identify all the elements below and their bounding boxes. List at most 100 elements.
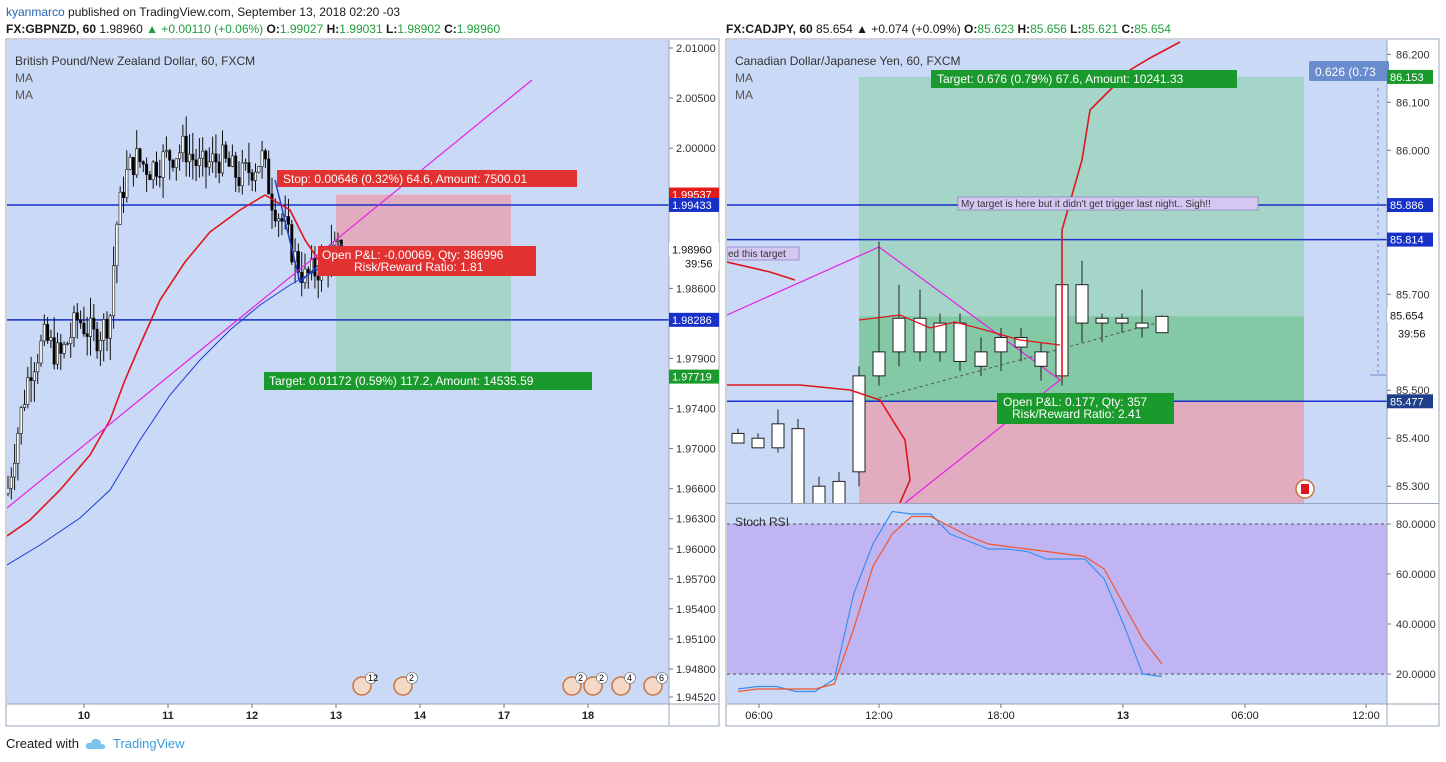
candle-down [59,342,63,354]
publish-info: published on TradingView.com, September … [68,5,401,19]
time-tick-label: 10 [78,710,90,722]
candle-up [36,362,40,373]
candle-up [7,487,10,494]
left-last-price: 1.98960 [99,22,143,36]
author-link[interactable]: kyanmarco [6,5,65,19]
candle-up [244,162,248,164]
candle-up [118,191,122,225]
candle-up [240,162,244,187]
target-label: Target: 0.01172 (0.59%) 117.2, Amount: 1… [269,374,534,388]
time-tick-label: 18 [582,710,594,722]
candle-down [168,150,172,161]
right-l-label: L: [1070,22,1082,36]
left-plot: Stop: 0.00646 (0.32%) 64.6, Amount: 7500… [7,79,669,696]
candle-down [52,337,56,365]
price-tick-label: 1.95700 [676,574,716,586]
candle-up [257,166,261,173]
candle-up [115,223,119,267]
open-pl-label-bg [997,393,1174,424]
right-last-price: 85.654 [816,22,853,36]
left-high: 1.99031 [339,22,383,36]
candle-down [148,174,152,181]
stoch-axis[interactable]: 80.0000 60.0000 40.0000 20.0000 [1387,519,1436,681]
right-symbol-line: FX:CADJPY, 60 85.654 ▲ +0.074 (+0.09%) O… [726,22,1171,36]
left-close: 1.98960 [456,22,501,36]
right-price-axis[interactable]: 0.626 (0.73 86.200 86.100 86.000 85.700 85.50… [1309,49,1433,493]
candle-down [273,209,277,222]
magenta-pattern-line [727,246,1061,503]
candle-up [32,371,36,382]
candle-up [19,407,23,434]
right-high: 85.656 [1030,22,1067,36]
countdown-tag: 39:56 [1398,328,1426,340]
candle-down [145,163,149,175]
flag-mark [1301,484,1309,494]
entry-price-tag-bg [1387,394,1433,409]
price-tick-label: 1.96600 [676,484,716,496]
left-note: ed this target [728,249,786,260]
left-o-label: O: [266,22,280,36]
time-tick-label: 12:00 [1352,710,1380,722]
created-with: Created with [6,736,79,751]
event-count-badge [656,672,668,684]
target-price-tag-bg [669,369,719,384]
price-tick-label: 85.700 [1396,289,1430,301]
footer: Created with TradingView [6,736,185,751]
candle-up [108,315,112,339]
candle-up [22,404,26,408]
time-tick-label: 06:00 [745,710,773,722]
candle-up [16,433,20,464]
event-count-badge [575,672,587,684]
candle-down [214,153,218,163]
candle-up [98,340,102,352]
candle-up [9,476,13,489]
candle-up [771,423,785,449]
left-time-axis[interactable]: 10 11 12 13 14 17 18 [78,704,594,722]
candle-up [336,239,340,242]
stoch-tick-label: 80.0000 [1396,519,1436,531]
left-symbol-line: FX:GBPNZD, 60 1.98960 ▲ +0.00110 (+0.06%… [6,22,500,36]
candle-up [277,218,281,222]
price-tick-label: 86.100 [1396,97,1430,109]
price-tick-label: 2.00000 [676,143,716,155]
price-tick-label: 1.97900 [676,353,716,365]
candle-down [234,155,238,178]
level-price-tag: 1.98286 [672,315,712,327]
right-close: 85.654 [1134,22,1171,36]
price-tick-label: 1.95100 [676,634,716,646]
countdown-tag-bg [1395,326,1433,341]
time-tick-label: 06:00 [1231,710,1259,722]
right-h-label: H: [1017,22,1031,36]
time-tick-label: 11 [162,710,174,722]
time-tick-label: 13 [1117,710,1129,722]
target-price-tag: 86.153 [1390,72,1424,84]
countdown-tag: 39:56 [685,258,713,270]
rr-label: Risk/Reward Ratio: 1.81 [354,260,484,274]
left-l-label: L: [386,22,398,36]
stoch-k-line [737,510,1163,693]
note-label-bg [957,196,1259,211]
candle-up [197,157,201,166]
candle-down [85,333,89,337]
tradingview-brand[interactable]: TradingView [112,736,185,751]
candle-up [13,462,17,478]
price-tick-label: 2.00500 [676,93,716,105]
price-tick-label: 1.94800 [676,664,716,676]
time-tick-label: 13 [330,710,342,722]
candle-down [296,251,300,273]
open-pl-label: Open P&L: -0.00069, Qty: 386996 [322,248,504,262]
time-tick-label: 12 [246,710,258,722]
magenta-trendline [7,79,533,509]
left-c-label: C: [444,22,457,36]
ma-red-curve [1061,41,1181,380]
right-time-axis[interactable]: 06:00 12:00 18:00 13 06:00 12:00 [745,704,1380,722]
left-price-axis[interactable]: 2.01000 2.00500 2.00000 1.98600 1.97900 1.974… [669,43,719,704]
candle-down [1014,336,1028,348]
candle-down [933,322,947,353]
candle-up [49,337,53,341]
event-count: 2 [578,673,583,683]
left-h-label: H: [326,22,340,36]
candle-up [254,171,258,181]
left-legend-title: British Pound/New Zealand Dollar, 60, FX… [15,54,255,68]
